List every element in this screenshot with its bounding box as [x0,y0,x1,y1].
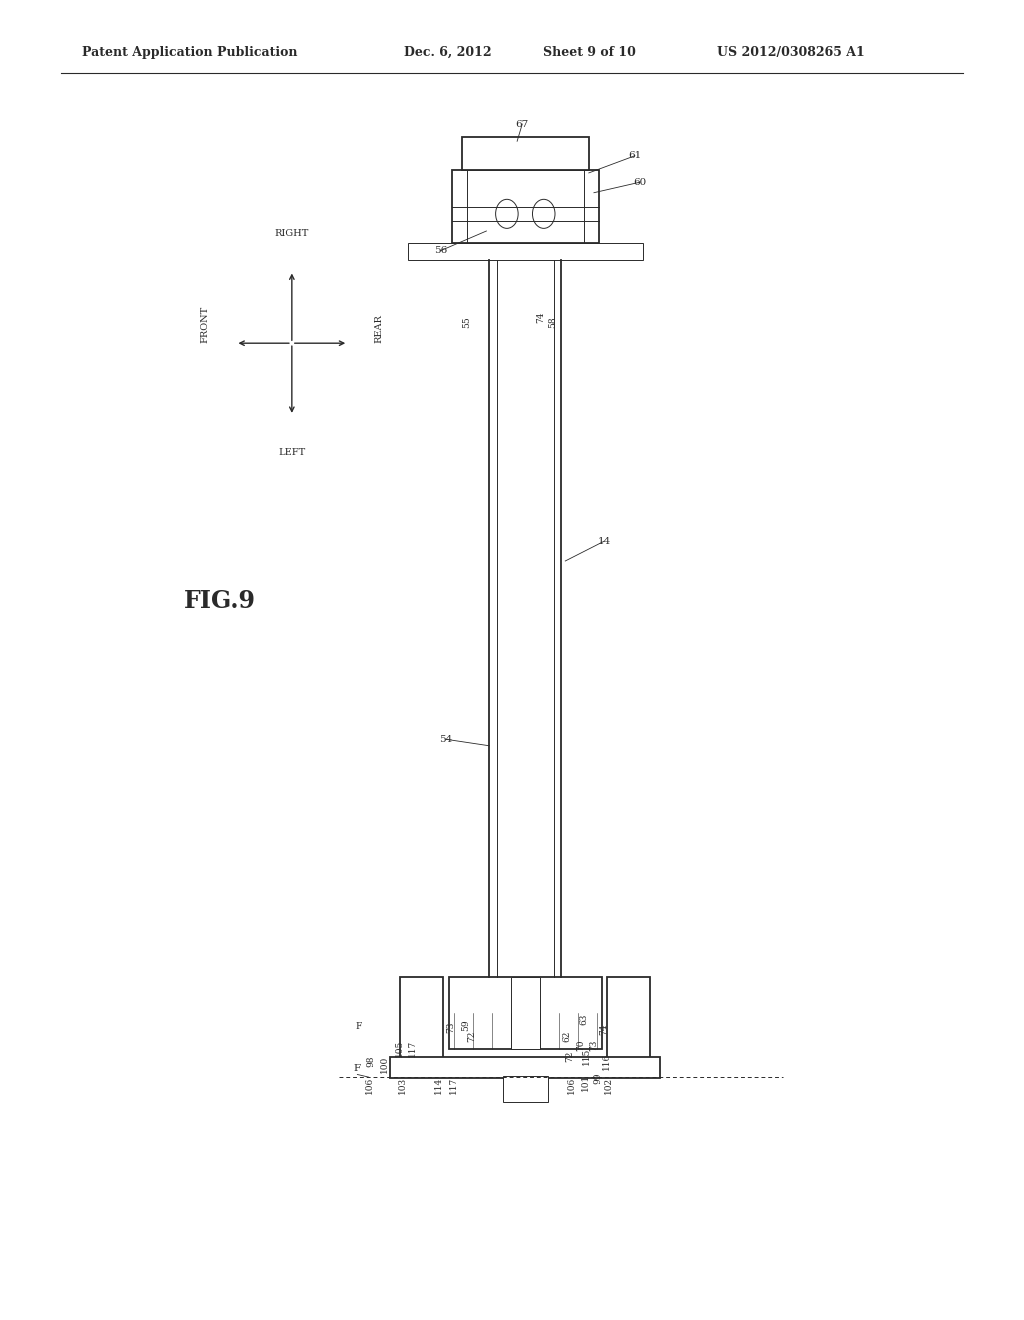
Text: 116: 116 [602,1052,610,1071]
Text: US 2012/0308265 A1: US 2012/0308265 A1 [717,46,864,59]
Text: 73: 73 [590,1040,598,1051]
Text: 72: 72 [565,1051,573,1061]
Bar [511,977,540,1049]
Text: 63: 63 [580,1014,588,1024]
Text: 114: 114 [434,1076,442,1094]
Text: 74: 74 [600,1024,608,1035]
Text: LEFT: LEFT [279,449,305,458]
Text: Sheet 9 of 10: Sheet 9 of 10 [543,46,636,59]
Text: 101: 101 [582,1073,590,1092]
Text: 102: 102 [604,1077,612,1093]
Text: 106: 106 [567,1076,575,1094]
Text: 103: 103 [398,1077,407,1093]
Text: 74: 74 [537,312,545,322]
Text: 61: 61 [629,152,641,160]
Text: 58: 58 [549,317,557,327]
Bar [503,1076,548,1102]
Text: 117: 117 [450,1076,458,1094]
Bar [400,977,443,1060]
Text: 106: 106 [366,1076,374,1094]
Bar [462,137,589,170]
Text: 105: 105 [395,1039,403,1057]
Text: 117: 117 [409,1039,417,1057]
Bar [408,243,643,260]
Text: 14: 14 [598,537,610,545]
Text: 59: 59 [462,1020,470,1031]
Bar [449,977,602,1049]
Text: 100: 100 [380,1055,388,1073]
Text: 55: 55 [463,317,471,327]
Text: REAR: REAR [375,314,384,343]
Text: 67: 67 [516,120,528,128]
Text: 60: 60 [634,178,646,186]
Text: 56: 56 [434,247,446,255]
Bar [607,977,650,1060]
Bar [452,170,599,243]
Text: FIG.9: FIG.9 [184,589,256,612]
Text: RIGHT: RIGHT [274,228,309,238]
Text: 73: 73 [446,1022,455,1032]
Text: FRONT: FRONT [200,306,209,343]
Bar [390,1057,660,1078]
Text: 98: 98 [367,1056,375,1067]
Text: F: F [354,1064,360,1073]
Text: Patent Application Publication: Patent Application Publication [82,46,297,59]
Text: 62: 62 [563,1031,571,1041]
Text: 70: 70 [577,1040,585,1051]
Text: 54: 54 [439,735,452,743]
Text: Dec. 6, 2012: Dec. 6, 2012 [404,46,493,59]
Text: F: F [355,1023,361,1031]
Text: 72: 72 [468,1031,476,1041]
Text: 99: 99 [594,1073,602,1084]
Text: 115: 115 [583,1047,591,1065]
